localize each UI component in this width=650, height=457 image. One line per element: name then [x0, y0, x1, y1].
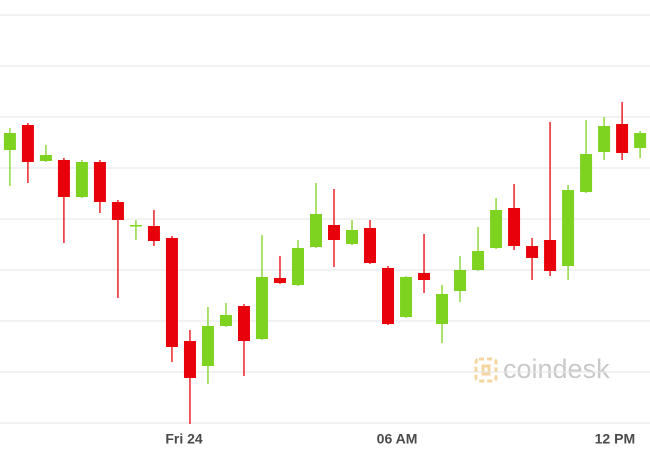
x-tick-label: 06 AM [377, 431, 418, 447]
candle-body [21, 125, 34, 162]
watermark: coindesk [503, 354, 610, 384]
candle-body [616, 124, 629, 153]
candle-body [490, 210, 503, 248]
candle-body [346, 230, 359, 244]
candle-body [544, 240, 557, 271]
candle-body [93, 162, 106, 202]
candle-body [3, 133, 16, 150]
candle-body [526, 246, 539, 258]
candle-body [436, 294, 449, 324]
candle-body [111, 202, 124, 220]
candle-body [454, 270, 467, 291]
candle-body [598, 126, 611, 152]
candle-body [382, 268, 395, 324]
candle-body [580, 154, 593, 192]
candle-body [183, 341, 196, 378]
candle-body [147, 226, 160, 241]
candle-body [219, 315, 232, 326]
candle-body [201, 326, 214, 366]
x-tick-label: 12 PM [595, 431, 635, 447]
candle-body [418, 273, 431, 280]
candle-body [634, 133, 647, 148]
candle-body [129, 225, 142, 227]
candle-body [39, 155, 52, 161]
candle-body [400, 277, 413, 317]
candle-body [291, 248, 304, 285]
candle-body [75, 162, 88, 197]
x-tick-label: Fri 24 [165, 431, 203, 447]
candle-body [328, 225, 341, 240]
candle-body [165, 238, 178, 347]
candle-body [364, 228, 377, 263]
watermark-logo [474, 357, 498, 383]
candle-body [508, 208, 521, 246]
candle-body [309, 214, 322, 247]
candle-body [237, 306, 250, 341]
candle-body [472, 251, 485, 270]
candle-body [57, 160, 70, 197]
candle-body [562, 190, 575, 266]
candle-body [273, 278, 286, 283]
candle-body [255, 277, 268, 339]
